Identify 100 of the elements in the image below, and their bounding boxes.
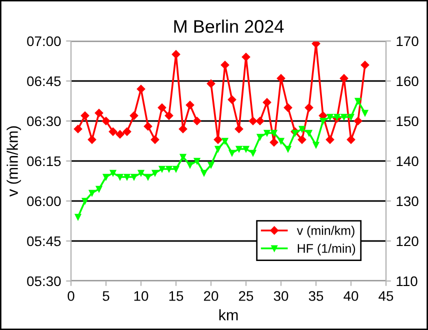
point — [306, 130, 312, 136]
point — [270, 130, 278, 136]
y-tick-label: 06:00 — [27, 196, 61, 206]
point — [172, 166, 180, 172]
point — [158, 104, 166, 112]
y2-tick-label: 130 — [396, 196, 418, 206]
y-tick-label: 05:45 — [27, 236, 61, 246]
x-tick-label: 35 — [308, 291, 324, 301]
x-tick-label: 5 — [102, 291, 110, 301]
point — [340, 114, 348, 120]
y-tick-label: 06:30 — [27, 116, 61, 126]
legend-label: HF (1/min) — [298, 244, 356, 256]
y-tick-label: 07:00 — [27, 36, 61, 46]
y-axis-title: v (min/km) — [6, 126, 21, 197]
point — [96, 186, 102, 192]
y-tick-label: 05:30 — [27, 276, 61, 286]
x-tick-label: 0 — [68, 291, 74, 301]
y2-tick-label: 110 — [396, 276, 418, 286]
point — [334, 114, 340, 120]
point — [262, 98, 272, 106]
x-tick-label: 40 — [344, 291, 358, 301]
x-tick-label: 10 — [134, 291, 148, 301]
point — [166, 166, 172, 172]
point — [116, 174, 124, 180]
point — [312, 142, 320, 148]
point — [192, 116, 202, 126]
x-axis-title: km — [219, 309, 238, 320]
point — [136, 84, 146, 94]
point — [116, 130, 124, 138]
point — [278, 138, 284, 144]
point — [284, 104, 292, 112]
point — [220, 60, 230, 70]
point — [124, 174, 130, 180]
point — [74, 214, 82, 220]
point — [304, 104, 314, 112]
point — [214, 136, 222, 144]
point — [270, 138, 278, 146]
point — [234, 124, 244, 134]
point — [74, 124, 82, 134]
y-tick-label: 06:15 — [27, 156, 61, 166]
point — [214, 146, 222, 152]
point — [138, 170, 144, 176]
point — [256, 116, 264, 126]
point — [178, 124, 188, 134]
point — [186, 162, 194, 168]
point — [340, 74, 348, 82]
point — [130, 174, 138, 180]
point — [346, 136, 356, 144]
point — [180, 154, 186, 160]
point — [208, 162, 214, 168]
x-tick-label: 30 — [274, 291, 288, 301]
point — [200, 170, 208, 176]
point — [164, 112, 174, 120]
y2-tick-label: 120 — [396, 236, 418, 246]
x-tick-label: 45 — [378, 291, 394, 301]
point — [122, 128, 132, 136]
point — [158, 166, 166, 172]
point — [88, 190, 96, 196]
point — [228, 150, 236, 156]
y2-tick-label: 160 — [396, 76, 418, 86]
point — [194, 158, 200, 164]
x-tick-label: 25 — [238, 291, 254, 301]
point — [348, 114, 354, 120]
point — [228, 96, 236, 104]
point — [152, 170, 158, 176]
point — [82, 198, 88, 204]
y2-tick-label: 140 — [396, 156, 418, 166]
point — [362, 110, 368, 116]
point — [312, 41, 320, 48]
point — [354, 98, 362, 104]
y2-tick-label: 170 — [396, 36, 418, 46]
legend-label: v (min/km) — [296, 226, 354, 238]
point — [284, 146, 292, 152]
point — [172, 50, 180, 58]
point — [88, 136, 96, 144]
point — [108, 128, 118, 136]
point — [242, 52, 250, 62]
x-tick-label: 20 — [204, 291, 218, 301]
point — [206, 80, 216, 88]
point — [80, 112, 90, 120]
point — [236, 146, 242, 152]
point — [242, 146, 250, 152]
chart-title: M Berlin 2024 — [174, 20, 284, 33]
point — [292, 130, 298, 136]
point — [276, 74, 286, 82]
point — [110, 170, 116, 176]
point — [256, 134, 264, 140]
point — [360, 60, 370, 70]
point — [94, 108, 104, 118]
point — [102, 116, 110, 126]
point — [354, 116, 362, 126]
point — [326, 136, 334, 144]
point — [144, 174, 152, 180]
point — [298, 126, 306, 132]
point — [320, 118, 326, 124]
point — [264, 130, 270, 136]
x-tick-label: 15 — [169, 291, 184, 301]
point — [250, 150, 256, 156]
point — [150, 136, 160, 144]
point — [222, 138, 228, 144]
